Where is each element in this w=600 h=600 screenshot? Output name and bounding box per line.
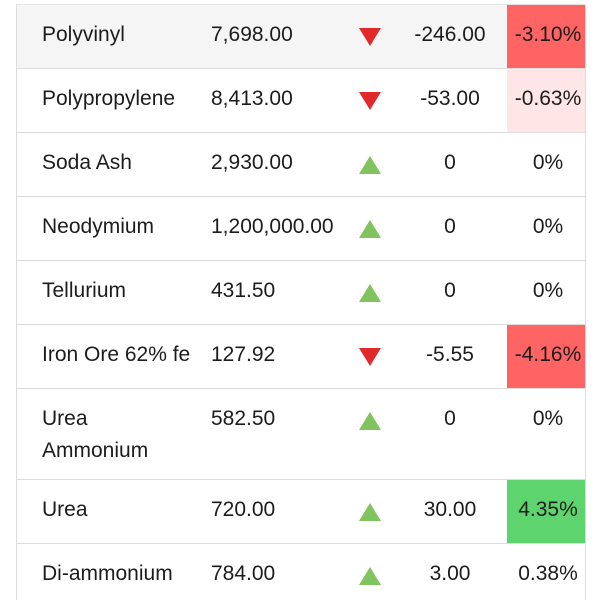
commodity-name: Soda Ash xyxy=(42,151,132,174)
price-change: -53.00 xyxy=(420,87,480,110)
commodity-name: Iron Ore 62% fe xyxy=(42,343,191,366)
arrow-down-icon xyxy=(359,348,381,366)
commodity-price: 720.00 xyxy=(211,498,276,521)
price-change: 30.00 xyxy=(423,498,477,521)
commodity-name: Tellurium xyxy=(42,279,127,302)
table-row[interactable]: Neodymium 1,200,000.00 0 0% xyxy=(17,196,585,260)
price-change: -246.00 xyxy=(414,23,486,46)
price-change: -5.55 xyxy=(426,343,474,366)
table-row[interactable]: Urea Ammonium 582.50 0 0% xyxy=(17,388,585,479)
commodity-name: Neodymium xyxy=(42,215,155,238)
commodity-price: 8,413.00 xyxy=(211,87,293,110)
trend-indicator xyxy=(341,197,399,260)
commodity-name: Di-ammonium xyxy=(42,562,173,585)
arrow-down-icon xyxy=(359,92,381,110)
trend-indicator xyxy=(341,133,399,196)
commodity-price: 127.92 xyxy=(211,343,276,366)
arrow-up-icon xyxy=(359,567,381,585)
trend-indicator xyxy=(341,544,399,600)
trend-indicator xyxy=(341,261,399,324)
percent-change: 0% xyxy=(532,151,564,174)
table-row[interactable]: Soda Ash 2,930.00 0 0% xyxy=(17,132,585,196)
commodity-price: 1,200,000.00 xyxy=(211,215,334,238)
commodity-name: Polyvinyl xyxy=(42,23,125,46)
commodity-price: 582.50 xyxy=(211,407,276,430)
trend-indicator xyxy=(341,325,399,388)
table-row[interactable]: Polyvinyl 7,698.00 -246.00 -3.10% xyxy=(17,4,585,68)
price-change: 0 xyxy=(444,279,456,302)
arrow-up-icon xyxy=(359,284,381,302)
trend-indicator xyxy=(341,5,399,68)
commodity-name: Urea Ammonium xyxy=(42,407,149,462)
price-change: 0 xyxy=(444,407,456,430)
commodity-price: 2,930.00 xyxy=(211,151,293,174)
percent-change: 0% xyxy=(532,279,564,302)
percent-change: -0.63% xyxy=(507,69,585,132)
trend-indicator xyxy=(341,69,399,132)
commodity-price: 7,698.00 xyxy=(211,23,293,46)
arrow-up-icon xyxy=(359,412,381,430)
price-change: 0 xyxy=(444,215,456,238)
percent-change: -4.16% xyxy=(507,325,585,388)
table-row[interactable]: Polypropylene 8,413.00 -53.00 -0.63% xyxy=(17,68,585,132)
percent-change: 0.38% xyxy=(518,562,578,585)
arrow-up-icon xyxy=(359,156,381,174)
trend-indicator xyxy=(341,389,399,479)
table-row[interactable]: Di-ammonium 784.00 3.00 0.38% xyxy=(17,543,585,600)
price-change: 3.00 xyxy=(429,562,471,585)
percent-change: 4.35% xyxy=(507,480,585,543)
table-row[interactable]: Tellurium 431.50 0 0% xyxy=(17,260,585,324)
price-change: 0 xyxy=(444,151,456,174)
arrow-down-icon xyxy=(359,28,381,46)
arrow-up-icon xyxy=(359,503,381,521)
trend-indicator xyxy=(341,480,399,543)
arrow-up-icon xyxy=(359,220,381,238)
commodity-name: Urea xyxy=(42,498,88,521)
commodity-price: 784.00 xyxy=(211,562,276,585)
table-row[interactable]: Urea 720.00 30.00 4.35% xyxy=(17,479,585,543)
percent-change: -3.10% xyxy=(507,5,585,68)
commodity-price: 431.50 xyxy=(211,279,276,302)
table-row[interactable]: Iron Ore 62% fe 127.92 -5.55 -4.16% xyxy=(17,324,585,388)
percent-change: 0% xyxy=(532,407,564,430)
percent-change: 0% xyxy=(532,215,564,238)
commodity-table: Polyvinyl 7,698.00 -246.00 -3.10% Polypr… xyxy=(16,4,586,600)
commodity-name: Polypropylene xyxy=(42,87,176,110)
